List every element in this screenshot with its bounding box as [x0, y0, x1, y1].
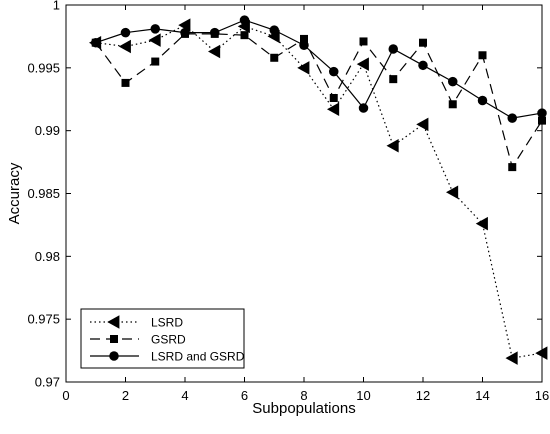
- data-point: [356, 57, 369, 71]
- data-point: [358, 103, 369, 113]
- legend-label: LSRD: [151, 316, 183, 330]
- legend-item: LSRD: [90, 315, 183, 330]
- data-point: [386, 138, 399, 153]
- data-point: [388, 44, 398, 54]
- y-tick-label: 0.97: [35, 375, 60, 390]
- data-point: [416, 117, 429, 132]
- data-point: [148, 33, 161, 47]
- data-point: [508, 163, 517, 172]
- data-point: [121, 78, 130, 87]
- x-tick-label: 16: [535, 388, 549, 403]
- x-tick-label: 6: [241, 388, 248, 403]
- data-point: [448, 100, 457, 109]
- x-tick-label: 8: [300, 388, 307, 403]
- x-axis-label: Subpopulations: [252, 400, 355, 417]
- data-point: [91, 37, 101, 48]
- data-point: [240, 31, 249, 40]
- data-point: [327, 102, 340, 117]
- data-point: [507, 113, 517, 123]
- legend-label: GSRD: [151, 333, 186, 347]
- data-point: [210, 27, 220, 38]
- legend: LSRD GSRD LSRD and GSRD: [80, 308, 245, 369]
- series-line: [95, 24, 543, 359]
- data-point: [505, 351, 518, 365]
- y-tick-label: 0.99: [35, 123, 60, 138]
- x-tick-label: 10: [356, 388, 370, 403]
- data-point: [178, 18, 191, 32]
- data-point: [270, 53, 279, 62]
- series-line: [95, 33, 543, 169]
- legend-marker: [110, 335, 118, 343]
- data-point: [535, 346, 548, 360]
- legend-marker: [107, 315, 120, 329]
- data-point: [389, 75, 398, 84]
- y-tick-label: 0.975: [27, 312, 60, 327]
- x-tick-label: 4: [181, 388, 188, 403]
- x-tick-label: 12: [416, 388, 430, 403]
- x-tick-label: 2: [122, 388, 129, 403]
- data-point: [150, 24, 160, 34]
- data-point: [299, 40, 309, 50]
- axes: 0 2 4 6 8 10 12 14 16 0.97 0.975 0.98 0.985 0.99 0.995…: [27, 0, 549, 403]
- series-2: [91, 15, 547, 123]
- data-point: [446, 185, 459, 199]
- data-point: [329, 66, 339, 77]
- data-point: [538, 116, 546, 125]
- data-point: [537, 108, 547, 118]
- y-tick-label: 0.995: [27, 60, 60, 75]
- y-tick-label: 0.98: [35, 249, 60, 264]
- data-point: [418, 60, 428, 71]
- legend-item: GSRD: [90, 333, 186, 347]
- data-point: [419, 38, 427, 47]
- data-point: [448, 76, 458, 87]
- y-tick-label: 0.985: [27, 186, 60, 201]
- data-point: [477, 95, 488, 106]
- x-tick-label: 0: [62, 388, 69, 403]
- data-point: [239, 15, 250, 25]
- data-point: [180, 27, 190, 38]
- data-point: [475, 216, 488, 231]
- data-point: [120, 27, 131, 38]
- y-axis-label: Accuracy: [6, 162, 23, 224]
- data-point: [478, 51, 487, 60]
- series-layer: [89, 15, 548, 365]
- data-point: [297, 61, 310, 75]
- legend-item: LSRD and GSRD: [90, 350, 245, 364]
- data-point: [329, 93, 338, 102]
- y-tick-label: 1: [53, 0, 60, 13]
- data-point: [300, 34, 308, 43]
- series-line: [95, 19, 543, 119]
- x-tick-label: 14: [475, 388, 489, 403]
- data-point: [151, 57, 160, 66]
- data-point: [208, 44, 221, 59]
- data-point: [269, 25, 279, 35]
- legend-marker: [109, 351, 119, 361]
- data-point: [118, 39, 131, 54]
- data-point: [359, 37, 368, 46]
- legend-label: LSRD and GSRD: [151, 350, 245, 364]
